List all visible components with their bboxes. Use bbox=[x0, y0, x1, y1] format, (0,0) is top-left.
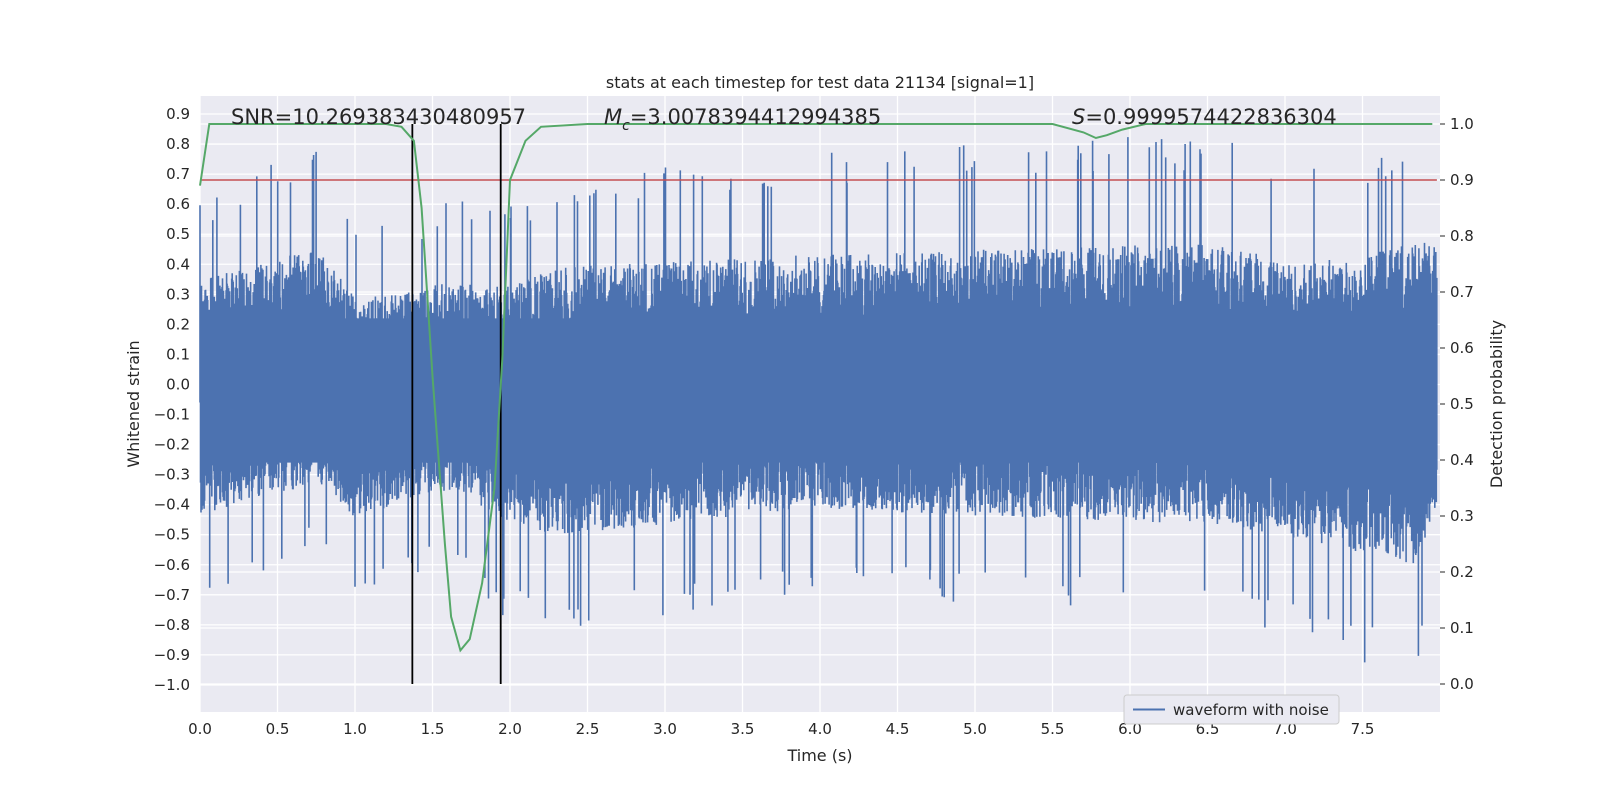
x-tick-label: 0.5 bbox=[266, 720, 290, 738]
y2-tick-label: 0.9 bbox=[1450, 171, 1474, 189]
y2-tick-label: 1.0 bbox=[1450, 115, 1474, 133]
snr-annotation: SNR=10.269383430480957 bbox=[231, 105, 526, 129]
y-tick-label: −1.0 bbox=[154, 676, 190, 694]
y2-tick-label: 0.4 bbox=[1450, 451, 1474, 469]
mc-subscript: c bbox=[622, 118, 630, 134]
y-tick-label: 0.7 bbox=[166, 165, 190, 183]
y-tick-label: −0.4 bbox=[154, 496, 190, 514]
mc-symbol: M bbox=[604, 105, 622, 129]
y2-axis-ticks: 1.0 0.9 0.8 0.7 0.6 0.5 0.4 0.3 0.2 0.1 0.0 bbox=[1440, 115, 1474, 693]
y-tick-label: −0.5 bbox=[154, 526, 190, 544]
x-tick-label: 5.5 bbox=[1041, 720, 1065, 738]
y-tick-label: −0.3 bbox=[154, 466, 190, 484]
y2-tick-label: 0.8 bbox=[1450, 227, 1474, 245]
score-annotation: S=0.9999574422836304 bbox=[1072, 105, 1337, 129]
x-tick-label: 1.5 bbox=[421, 720, 445, 738]
waveform-core bbox=[200, 318, 1437, 463]
waveform-series bbox=[199, 137, 1438, 663]
probability-series bbox=[199, 123, 1433, 653]
y-tick-label: 0.0 bbox=[166, 375, 190, 393]
x-tick-label: 7.5 bbox=[1351, 720, 1375, 738]
y2-axis-title: Detection probability bbox=[1487, 320, 1506, 488]
y2-tick-label: 0.6 bbox=[1450, 339, 1474, 357]
y2-tick-label: 0.7 bbox=[1450, 283, 1474, 301]
y2-tick-label: 0.5 bbox=[1450, 395, 1474, 413]
event-markers bbox=[411, 124, 502, 684]
x-tick-label: 1.0 bbox=[343, 720, 367, 738]
x-tick-label: 2.5 bbox=[576, 720, 600, 738]
x-axis-title: Time (s) bbox=[786, 746, 852, 765]
mc-value: =3.0078394412994385 bbox=[630, 105, 881, 129]
probability-curve bbox=[199, 123, 1433, 653]
chart-title: stats at each timestep for test data 211… bbox=[606, 73, 1034, 92]
y-tick-label: −0.6 bbox=[154, 556, 190, 574]
x-tick-label: 3.0 bbox=[653, 720, 677, 738]
x-tick-label: 3.5 bbox=[731, 720, 755, 738]
y2-tick-label: 0.1 bbox=[1450, 619, 1474, 637]
x-tick-label: 2.0 bbox=[498, 720, 522, 738]
x-tick-label: 0.0 bbox=[188, 720, 212, 738]
y-tick-label: −0.7 bbox=[154, 586, 190, 604]
y2-tick-label: 0.2 bbox=[1450, 563, 1474, 581]
y-tick-label: 0.4 bbox=[166, 255, 190, 273]
y-tick-label: 0.8 bbox=[166, 135, 190, 153]
legend-box bbox=[1123, 694, 1340, 725]
x-tick-label: 5.0 bbox=[963, 720, 987, 738]
y2-tick-label: 0.3 bbox=[1450, 507, 1474, 525]
s-symbol: S bbox=[1072, 105, 1085, 129]
y-tick-label: 0.5 bbox=[166, 225, 190, 243]
x-tick-label: 4.0 bbox=[808, 720, 832, 738]
y-tick-label: −0.9 bbox=[154, 646, 190, 664]
y-axis-ticks: 0.9 0.8 0.7 0.6 0.5 0.4 0.3 0.2 0.1 0.0 −0.1 −0.2 −0… bbox=[154, 105, 190, 694]
y-tick-label: 0.2 bbox=[166, 315, 190, 333]
y-tick-label: 0.3 bbox=[166, 285, 190, 303]
x-tick-label: 4.5 bbox=[886, 720, 910, 738]
legend: waveform with noise bbox=[1123, 694, 1340, 725]
chirp-mass-annotation: Mc=3.0078394412994385 bbox=[604, 105, 881, 134]
s-value: =0.9999574422836304 bbox=[1085, 105, 1336, 129]
y-tick-label: −0.2 bbox=[154, 436, 190, 454]
y-tick-label: −0.1 bbox=[154, 406, 190, 424]
y-tick-label: −0.8 bbox=[154, 616, 190, 634]
y-tick-label: 0.6 bbox=[166, 195, 190, 213]
y2-tick-label: 0.0 bbox=[1450, 675, 1474, 693]
y-axis-title: Whitened strain bbox=[124, 340, 143, 467]
y-tick-label: 0.1 bbox=[166, 345, 190, 363]
legend-label: waveform with noise bbox=[1173, 701, 1329, 719]
y-tick-label: 0.9 bbox=[166, 105, 190, 123]
